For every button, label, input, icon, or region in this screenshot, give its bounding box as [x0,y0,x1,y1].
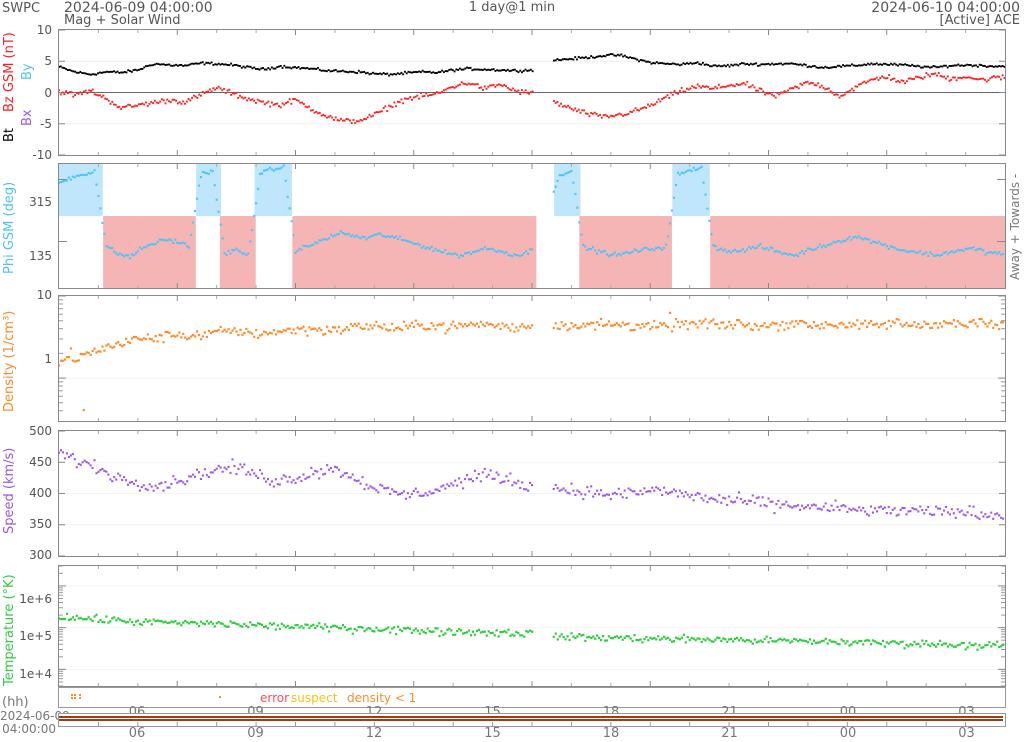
mag-ytick-5: 5 [44,54,52,68]
speed-ytick-300: 300 [29,548,52,562]
phi-ytick-135: 135 [29,249,52,263]
temperature-ytick-1e5: 1e+5 [19,629,52,643]
coverage-line-upper [59,716,1003,718]
coverage-line-lower [59,719,1003,721]
speed-ytick-500: 500 [29,424,52,438]
speed-ytick-450: 450 [29,455,52,469]
start-datetime-label: 2024-06-09 04:00:00 [64,0,213,16]
phi-axis-title: Phi GSM (deg) [2,181,17,274]
time-tick-label: 03 [958,726,975,741]
plot-header: SWPC 2024-06-09 04:00:00 Mag + Solar Win… [0,0,1024,28]
end-datetime-label: 2024-06-10 04:00:00 [871,0,1020,16]
legend-marker-area [71,694,221,699]
source-status-label: [Active] ACE [939,13,1020,28]
time-tick-label: 00 [839,726,857,741]
temperature-ytick-1e4: 1e+4 [19,667,52,681]
mag-ytick-10: 10 [36,23,52,37]
legend-error-label: error [260,691,290,705]
cadence-label: 1 day@1 min [468,0,556,15]
speed-ytick-400: 400 [29,486,52,500]
time-coverage-bar [58,713,1006,727]
time-tick-label: 06 [128,726,146,741]
time-tick-label: 09 [247,726,264,741]
time-tick-label: 18 [602,726,620,741]
phi-sector-right-label: Away + Towards - [1008,173,1022,281]
time-tick-row-bottom: 06 09 12 15 18 21 00 03 [58,726,1006,742]
mag-ytick-neg5: -5 [40,117,52,131]
mag-axis-title-bz: Bz GSM (nT) [2,32,17,112]
temperature-plot-area [59,566,1005,686]
panel-density [58,295,1006,422]
mag-plot-area [59,30,1005,155]
panel-speed [58,430,1006,557]
density-plot-area [59,296,1005,421]
phi-plot-area [59,164,1005,288]
product-label: Mag + Solar Wind [64,13,181,28]
legend-suspect-label: suspect [291,691,338,705]
origin-time-label: 04:00:00 [2,722,56,736]
mag-ytick-0: 0 [44,86,52,100]
legend-density-low-label: density < 1 [347,691,417,705]
time-tick-label: 21 [721,726,738,741]
temperature-ytick-1e6: 1e+6 [19,592,52,606]
time-unit-label: (hh) [2,695,29,710]
agency-label: SWPC [2,1,41,16]
density-ytick-1: 1 [44,352,52,366]
legend-strip: error suspect density < 1 [58,687,1006,708]
mag-ytick-neg10: -10 [32,148,52,162]
panel-temperature [58,565,1006,687]
panel-mag [58,29,1006,156]
coverage-tick-area [97,722,967,726]
phi-ytick-315: 315 [29,195,52,209]
origin-date-label: 2024-06-09 [0,709,70,723]
density-ytick-10: 10 [36,288,52,302]
time-tick-label: 12 [365,726,383,741]
speed-ytick-350: 350 [29,517,52,531]
panel-phi [58,163,1006,289]
speed-plot-area [59,431,1005,556]
time-tick-label: 15 [484,726,501,741]
